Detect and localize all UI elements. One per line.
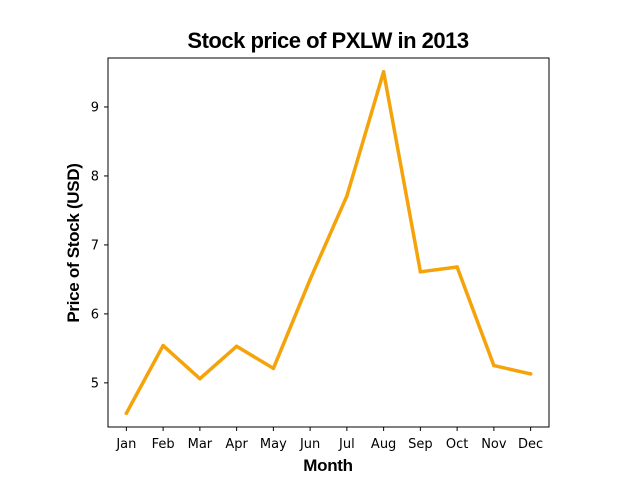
plot-area <box>107 57 550 428</box>
x-tick-label: Oct <box>446 437 468 452</box>
y-tick-label: 9 <box>91 100 99 115</box>
data-point <box>271 366 276 371</box>
data-point <box>492 363 496 368</box>
data-point <box>234 344 239 349</box>
data-point <box>418 270 423 274</box>
x-tick-label: Dec <box>518 437 543 452</box>
chart-title: Stock price of PXLW in 2013 <box>187 28 468 53</box>
data-point <box>198 376 202 381</box>
y-axis: 5 6 7 8 9 <box>91 100 108 391</box>
x-tick-label: Jul <box>338 437 355 452</box>
x-tick-label: Feb <box>152 437 175 452</box>
series-line <box>124 70 533 415</box>
y-tick-label: 7 <box>91 238 99 253</box>
y-axis-label: Price of Stock (USD) <box>64 163 83 322</box>
data-point <box>161 343 165 348</box>
data-points <box>124 70 533 415</box>
data-point <box>308 277 312 282</box>
x-tick-label: Jan <box>115 437 136 452</box>
x-axis: Jan Feb Mar Apr May Jun Jul Aug Sep Oct Nov Dec <box>115 427 543 452</box>
x-axis-label: Month <box>303 456 352 475</box>
x-tick-label: Sep <box>408 437 433 452</box>
data-point <box>528 372 533 376</box>
data-point <box>381 70 386 74</box>
y-tick-label: 5 <box>91 376 99 391</box>
x-tick-label: Nov <box>481 437 507 452</box>
x-tick-label: Apr <box>225 437 248 452</box>
data-point <box>345 194 349 198</box>
data-point <box>455 265 459 269</box>
x-tick-label: Aug <box>371 437 396 452</box>
x-tick-label: Mar <box>188 437 213 452</box>
y-tick-label: 8 <box>91 169 99 184</box>
x-tick-label: May <box>260 437 287 452</box>
data-point <box>124 411 129 415</box>
x-tick-label: Jun <box>299 437 320 452</box>
y-tick-label: 6 <box>91 307 99 322</box>
